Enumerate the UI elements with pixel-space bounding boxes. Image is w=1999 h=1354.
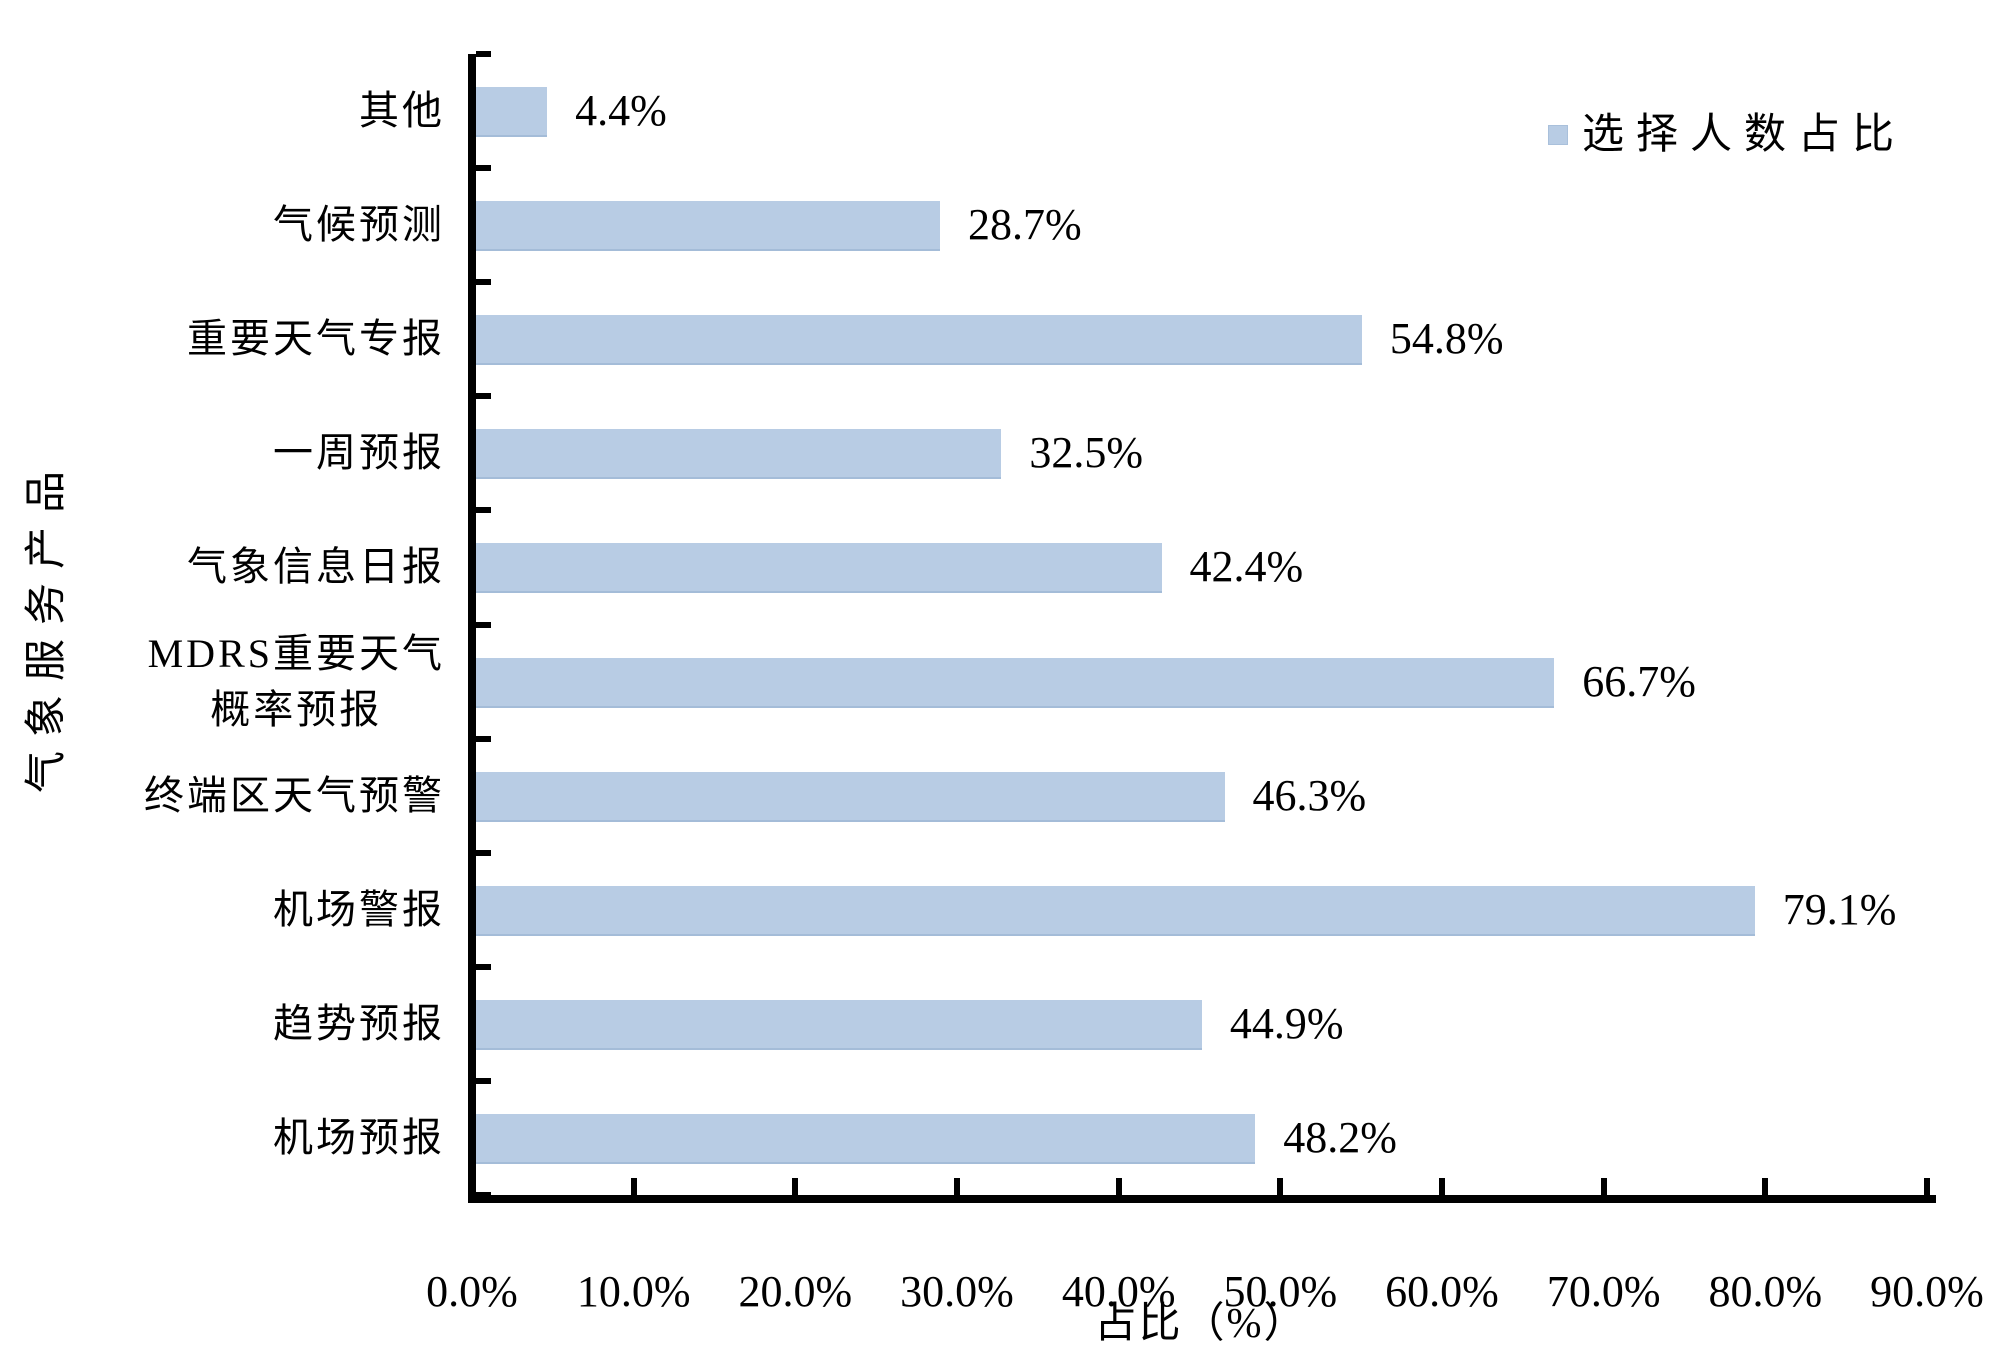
- category-label: 其他: [359, 88, 445, 134]
- y-axis-tick: [476, 507, 491, 514]
- y-axis-tick: [476, 1192, 491, 1198]
- bar: [476, 771, 1225, 822]
- value-label: 79.1%: [1782, 884, 1897, 934]
- y-axis-tick: [476, 51, 491, 57]
- value-label: 32.5%: [1029, 428, 1144, 478]
- x-axis-tick: [630, 1178, 637, 1195]
- bar: [476, 543, 1162, 594]
- category-label: MDRS重要天气 概率预报: [147, 630, 445, 732]
- x-axis-tick: [1277, 1178, 1284, 1195]
- x-axis-tick: [1115, 1178, 1122, 1195]
- x-axis-tick-label: 90.0%: [1870, 1267, 1984, 1316]
- x-axis-tick-label: 80.0%: [1708, 1267, 1823, 1316]
- x-axis-tick: [1439, 1178, 1445, 1195]
- x-axis-tick: [954, 1178, 960, 1195]
- x-axis-title: 占比（%）: [1094, 1301, 1308, 1347]
- value-label: 54.8%: [1389, 314, 1504, 364]
- bar: [476, 1113, 1256, 1164]
- x-axis-line: [468, 1195, 1936, 1203]
- category-label: 一周预报: [273, 430, 445, 476]
- y-axis-tick: [476, 279, 491, 286]
- category-label: 重要天气专报: [187, 316, 445, 362]
- x-axis-tick-label: 0.0%: [426, 1267, 518, 1316]
- value-label: 28.7%: [968, 200, 1082, 250]
- bar: [476, 999, 1202, 1050]
- x-axis-tick-label: 50.0%: [1223, 1267, 1338, 1316]
- bar: [476, 657, 1555, 708]
- category-label: 机场预报: [273, 1114, 445, 1160]
- y-axis-title: 气象服务产品: [24, 456, 70, 794]
- x-axis-tick-label: 60.0%: [1385, 1267, 1499, 1316]
- category-label: 机场警报: [273, 886, 445, 932]
- x-axis-tick-label: 70.0%: [1546, 1267, 1661, 1316]
- bar: [476, 885, 1755, 936]
- legend-label: 选择人数占比: [1582, 112, 1907, 158]
- y-axis-tick: [476, 849, 491, 856]
- value-label: 44.9%: [1229, 998, 1344, 1048]
- y-axis-tick: [476, 621, 491, 628]
- x-axis-tick: [792, 1178, 799, 1195]
- y-axis-tick: [476, 393, 491, 400]
- y-axis-tick: [476, 735, 491, 742]
- bar: [476, 201, 940, 252]
- value-label: 48.2%: [1283, 1112, 1397, 1162]
- y-axis-tick: [476, 963, 491, 970]
- x-axis-tick-label: 20.0%: [738, 1267, 853, 1316]
- value-label: 46.3%: [1252, 770, 1367, 820]
- y-axis-line: [468, 54, 476, 1203]
- category-label: 终端区天气预警: [144, 772, 445, 818]
- legend: 选择人数占比: [1548, 114, 1906, 156]
- bar: [476, 315, 1362, 366]
- legend-swatch-icon: [1548, 125, 1568, 145]
- x-axis-tick: [1600, 1178, 1607, 1195]
- y-axis-tick: [476, 165, 491, 172]
- value-label: 4.4%: [575, 86, 667, 135]
- category-label: 趋势预报: [273, 1000, 445, 1046]
- bar: [476, 87, 548, 137]
- value-label: 42.4%: [1189, 542, 1304, 592]
- bar: [476, 429, 1002, 480]
- value-label: 66.7%: [1582, 656, 1696, 706]
- x-axis-tick: [1924, 1178, 1930, 1195]
- x-axis-tick-label: 30.0%: [900, 1267, 1014, 1316]
- category-label: 气候预测: [273, 202, 445, 248]
- x-axis-tick: [1762, 1178, 1769, 1195]
- y-axis-tick: [476, 1077, 491, 1084]
- x-axis-tick-label: 10.0%: [576, 1267, 691, 1316]
- category-label: 气象信息日报: [187, 544, 445, 590]
- x-axis-tick-label: 40.0%: [1061, 1267, 1176, 1316]
